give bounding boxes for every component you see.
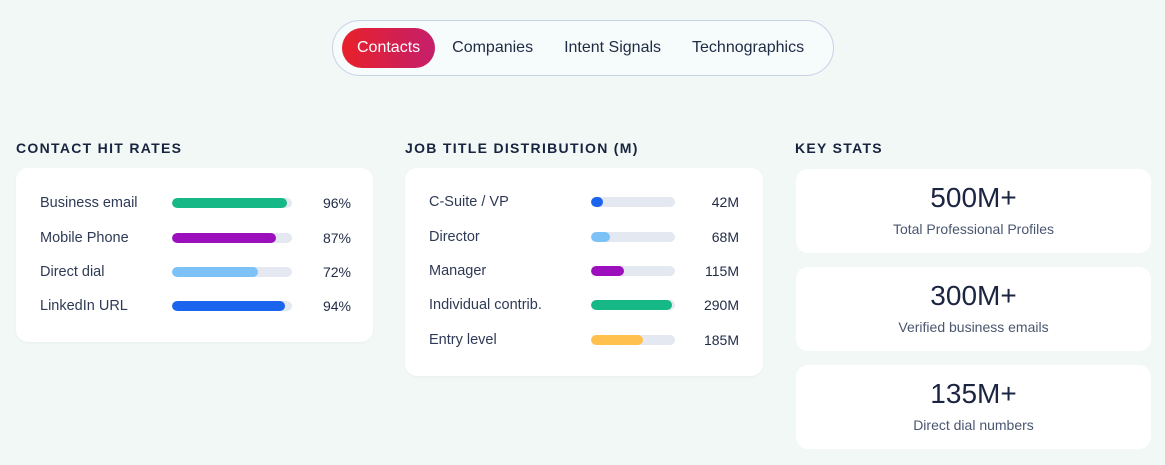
hit-rate-value: 72% — [322, 264, 351, 280]
key-stats-title: KEY STATS — [795, 140, 883, 156]
tab-bar: Contacts Companies Intent Signals Techno… — [332, 20, 834, 76]
job-title-track — [591, 232, 675, 242]
job-title-value: 290M — [703, 297, 739, 313]
stat-label: Total Professional Profiles — [892, 221, 1055, 237]
job-title-label: Director — [429, 229, 480, 245]
stat-card: 135M+ Direct dial numbers — [796, 365, 1151, 449]
job-title-distribution-card: C-Suite / VP 42M Director 68M Manager 11… — [405, 168, 763, 376]
stat-value: 300M+ — [930, 280, 1017, 311]
job-title-label: Individual contrib. — [429, 297, 542, 313]
hit-rate-track — [172, 267, 292, 277]
tab-contacts[interactable]: Contacts — [342, 28, 436, 68]
hit-rate-fill — [172, 301, 285, 311]
job-title-fill — [591, 266, 624, 276]
hit-rate-fill — [172, 267, 259, 277]
hit-rate-fill — [172, 198, 288, 208]
job-title-value: 68M — [711, 229, 739, 245]
hit-rate-row: LinkedIn URL 94% — [16, 296, 373, 316]
job-title-label: Entry level — [429, 332, 497, 348]
hit-rate-track — [172, 233, 292, 243]
contact-hit-rates-title: CONTACT HIT RATES — [16, 140, 183, 156]
hit-rate-track — [172, 198, 292, 208]
stat-value: 500M+ — [930, 182, 1017, 213]
job-title-track — [591, 197, 675, 207]
job-title-track — [591, 335, 675, 345]
job-title-track — [591, 266, 675, 276]
contact-hit-rates-card: Business email 96% Mobile Phone 87% Dire… — [16, 168, 373, 342]
job-title-fill — [591, 197, 603, 207]
hit-rate-row: Business email 96% — [16, 193, 373, 213]
hit-rate-label: Mobile Phone — [40, 230, 129, 246]
hit-rate-label: Business email — [40, 195, 138, 211]
job-title-label: C-Suite / VP — [429, 194, 509, 210]
hit-rate-track — [172, 301, 292, 311]
job-title-track — [591, 300, 675, 310]
stat-card: 300M+ Verified business emails — [796, 267, 1151, 351]
job-title-value: 185M — [703, 332, 739, 348]
hit-rate-value: 94% — [322, 298, 351, 314]
job-title-value: 42M — [711, 194, 739, 210]
job-title-row: Individual contrib. 290M — [405, 295, 763, 315]
job-title-row: Entry level 185M — [405, 330, 763, 350]
tab-companies[interactable]: Companies — [452, 39, 534, 56]
stat-card: 500M+ Total Professional Profiles — [796, 169, 1151, 253]
job-title-label: Manager — [429, 263, 487, 279]
job-title-fill — [591, 232, 611, 242]
tab-intent-signals[interactable]: Intent Signals — [564, 39, 662, 56]
hit-rate-label: Direct dial — [40, 264, 105, 280]
hit-rate-row: Direct dial 72% — [16, 262, 373, 282]
job-title-row: Director 68M — [405, 227, 763, 247]
job-title-fill — [591, 300, 673, 310]
job-title-row: Manager 115M — [405, 261, 763, 281]
job-title-fill — [591, 335, 644, 345]
hit-rate-row: Mobile Phone 87% — [16, 228, 373, 248]
tab-technographics[interactable]: Technographics — [692, 39, 805, 56]
hit-rate-value: 87% — [322, 230, 351, 246]
job-title-distribution-title: JOB TITLE DISTRIBUTION (M) — [405, 140, 639, 156]
hit-rate-label: LinkedIn URL — [40, 298, 128, 314]
hit-rate-value: 96% — [322, 195, 351, 211]
job-title-row: C-Suite / VP 42M — [405, 192, 763, 212]
stat-label: Direct dial numbers — [913, 417, 1034, 433]
stat-label: Verified business emails — [898, 319, 1049, 335]
stat-value: 135M+ — [930, 378, 1017, 409]
hit-rate-fill — [172, 233, 277, 243]
job-title-value: 115M — [705, 263, 739, 279]
